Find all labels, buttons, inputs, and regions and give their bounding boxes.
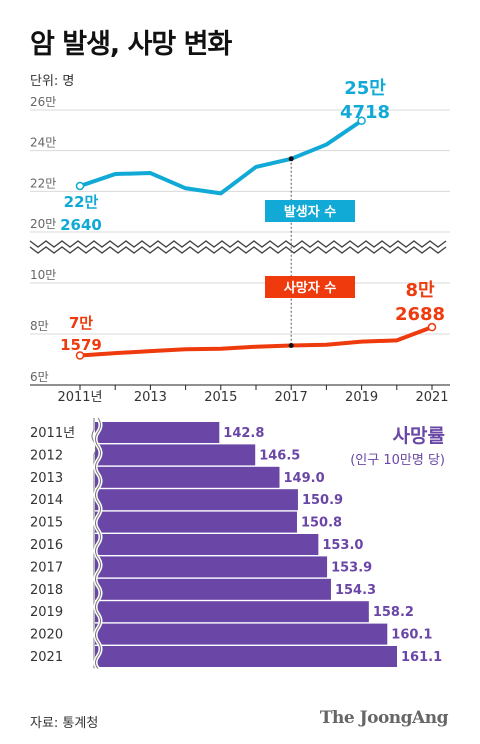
page-title: 암 발생, 사망 변화 xyxy=(30,29,232,60)
brand-logo: The JoongAng xyxy=(319,708,449,728)
incidence-legend-box xyxy=(265,200,355,222)
bar-category-label: 2013 xyxy=(30,471,63,486)
incidence-legend-label: 발생자 수 xyxy=(284,204,336,220)
bar-category-label: 2011년 xyxy=(30,426,75,441)
bar-category-label: 2021 xyxy=(30,650,63,665)
value-annotation-bottom: 1579 xyxy=(60,336,102,354)
bar-category-label: 2015 xyxy=(30,516,63,531)
mortality-end-point xyxy=(427,322,437,332)
rate-bar xyxy=(95,556,328,578)
x-tick-label: 2015 xyxy=(204,390,237,405)
value-annotation-top: 7만 xyxy=(69,314,93,332)
rate-bar xyxy=(95,511,297,533)
bar-category-label: 2014 xyxy=(30,493,63,508)
rate-bar xyxy=(95,422,220,443)
x-tick-label: 2017 xyxy=(275,390,308,405)
rate-bar xyxy=(95,646,397,667)
y-tick-label: 20만 xyxy=(30,217,56,231)
y-tick-label: 8만 xyxy=(30,319,49,333)
y-tick-label: 24만 xyxy=(30,136,56,150)
mortality-legend-label: 사망자 수 xyxy=(284,280,336,296)
bar-value-label: 161.1 xyxy=(401,650,442,665)
value-annotation-top: 8만 xyxy=(405,280,435,301)
incidence-2017-point xyxy=(288,156,294,162)
mortality-legend-box xyxy=(265,276,355,298)
bar-value-label: 153.0 xyxy=(322,538,363,553)
x-tick-label: 2021 xyxy=(415,390,448,405)
unit-label: 단위: 명 xyxy=(30,74,75,89)
value-annotation-top: 22만 xyxy=(64,193,99,211)
bar-value-label: 146.5 xyxy=(259,448,300,463)
y-tick-label: 10만 xyxy=(30,268,56,282)
source-note: 자료: 통계청 xyxy=(30,716,99,731)
bar-value-label: 150.8 xyxy=(301,516,342,531)
y-tick-label: 6만 xyxy=(30,370,49,384)
mortality-line xyxy=(79,325,433,358)
rate-bar xyxy=(95,444,256,466)
rate-bar xyxy=(95,489,298,511)
rate-bar xyxy=(95,466,280,488)
rate-subtitle: (인구 10만명 당) xyxy=(350,453,445,468)
bar-category-label: 2017 xyxy=(30,560,63,575)
bar-category-label: 2018 xyxy=(30,583,63,598)
value-annotation-bottom: 2640 xyxy=(60,216,102,234)
rate-bar xyxy=(95,601,369,623)
x-tick-label: 2013 xyxy=(134,390,167,405)
bar-value-label: 142.8 xyxy=(223,426,264,441)
mortality-2017-point xyxy=(288,342,294,348)
incidence-end-point xyxy=(357,116,366,125)
value-annotation-bottom: 2688 xyxy=(395,304,445,325)
rate-bar xyxy=(95,578,331,600)
rate-title: 사망률 xyxy=(393,425,445,447)
bar-value-label: 160.1 xyxy=(391,628,432,643)
bar-category-label: 2016 xyxy=(30,538,63,553)
axis-break-wave xyxy=(29,246,447,254)
bar-value-label: 149.0 xyxy=(284,471,325,486)
value-annotation-bottom: 4718 xyxy=(340,102,390,123)
bar-value-label: 150.9 xyxy=(302,493,343,508)
y-tick-label: 26만 xyxy=(30,95,56,109)
rate-bar xyxy=(95,534,319,555)
bar-value-label: 154.3 xyxy=(335,583,376,598)
value-annotation-top: 25만 xyxy=(344,78,386,99)
axis-break-wave xyxy=(29,240,447,248)
bar-category-label: 2019 xyxy=(30,605,63,620)
x-tick-label: 2019 xyxy=(345,390,378,405)
mortality-start-point xyxy=(75,351,85,360)
incidence-start-point xyxy=(75,181,85,191)
y-tick-label: 22만 xyxy=(30,176,56,190)
bar-category-label: 2012 xyxy=(30,448,63,463)
bar-category-label: 2020 xyxy=(30,628,63,643)
axis-break-line xyxy=(95,417,101,669)
bar-value-label: 158.2 xyxy=(373,605,414,620)
incidence-line xyxy=(79,119,363,196)
bar-value-label: 153.9 xyxy=(331,560,372,575)
rate-bar xyxy=(95,623,388,645)
x-tick-label: 2011년 xyxy=(57,390,102,405)
